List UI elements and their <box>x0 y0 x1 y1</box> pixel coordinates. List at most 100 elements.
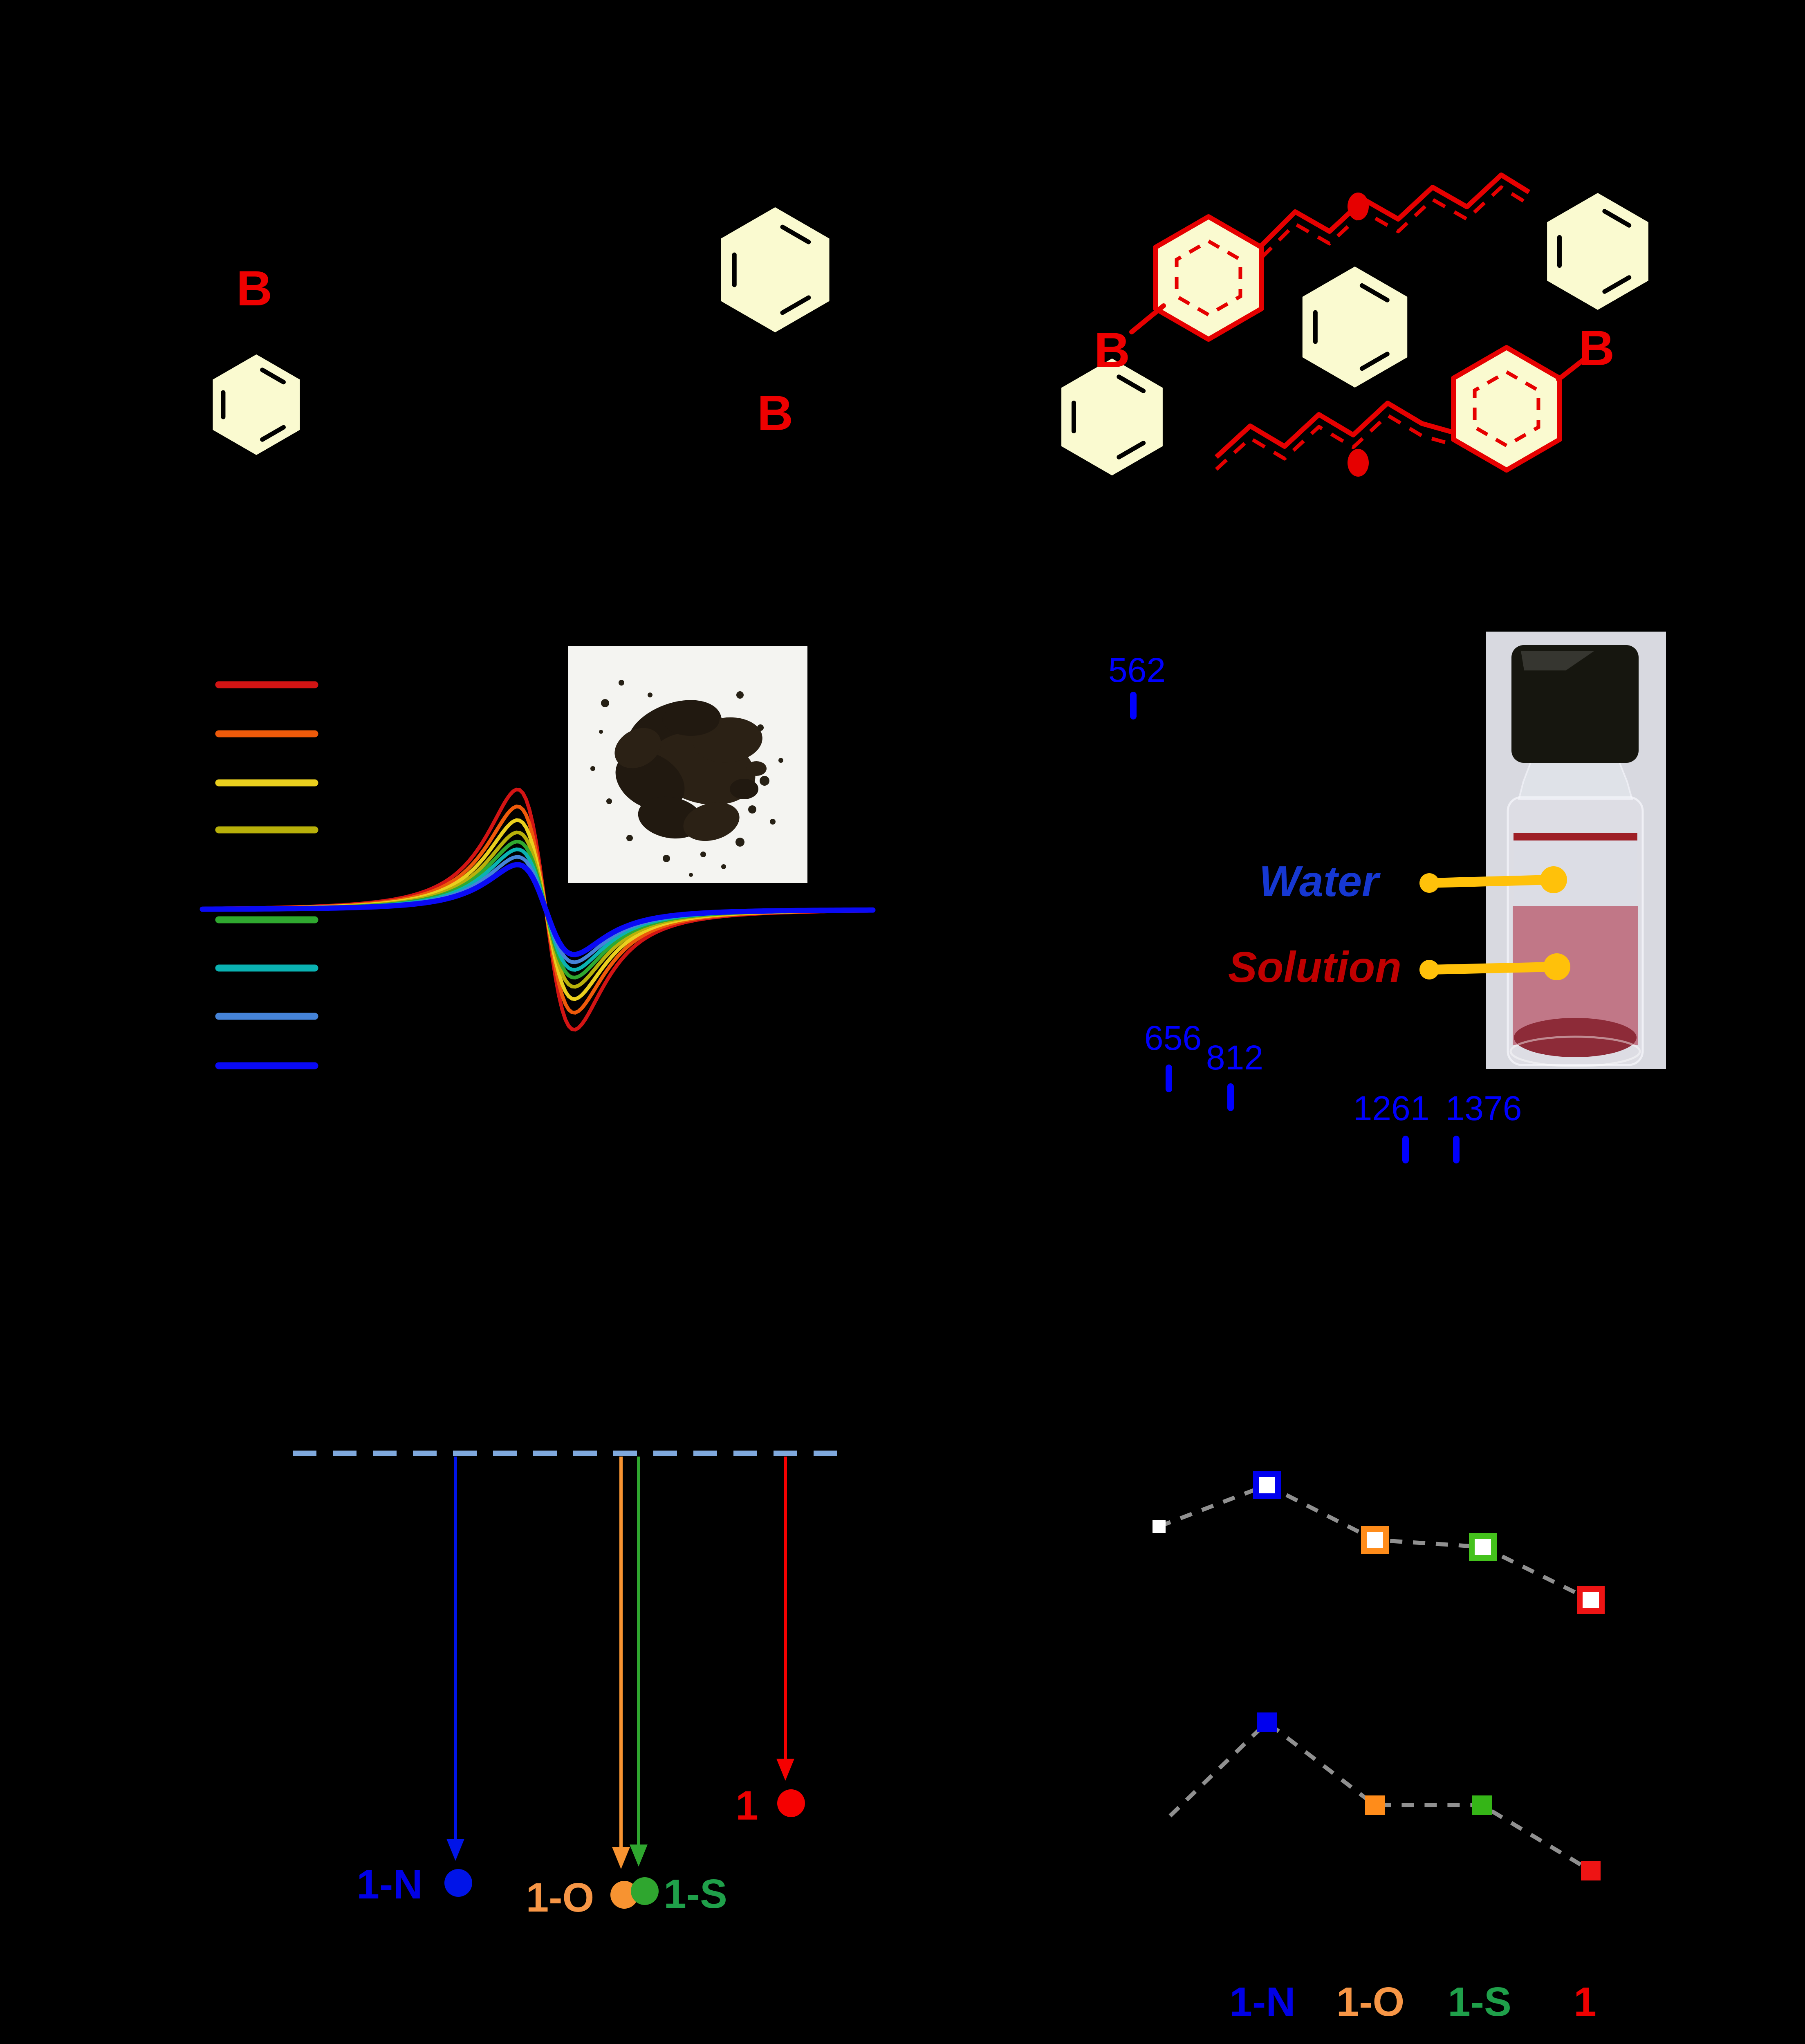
solution-pointer <box>1419 953 1570 980</box>
solution-bottom-shade <box>1514 1018 1637 1057</box>
trend-connector-filled <box>1168 1720 1592 1873</box>
energy-diagram-panel: 1-N 1-O 1-S 1 <box>293 1450 843 1921</box>
powder-speck <box>748 805 756 814</box>
radical-electron-dot <box>1348 193 1369 220</box>
epr-curve <box>200 862 876 957</box>
energy-level-dot <box>631 1877 659 1905</box>
scatter-legend-label: 1 <box>1574 1979 1596 2025</box>
energy-drop-arrowhead <box>446 1839 464 1861</box>
trend-series-layer <box>1153 1471 1605 1880</box>
water-pointer-line <box>1424 875 1555 888</box>
powder-sample <box>590 680 783 877</box>
radical-chain-dashed <box>1215 413 1455 471</box>
powder-flake <box>614 728 661 769</box>
benzene-rings-layer <box>208 188 1653 481</box>
double-bond <box>780 224 811 244</box>
energy-item-label: 1-O <box>526 1875 594 1921</box>
raman-peak-label: 1376 <box>1446 1089 1522 1127</box>
aromatic-dashed-ring <box>1175 239 1242 317</box>
raman-peak-label: 656 <box>1144 1019 1202 1057</box>
powder-speck <box>626 835 633 841</box>
epr-curves <box>200 787 876 1032</box>
boron-label: B <box>1094 322 1130 378</box>
scatter-legend-label: 1-O <box>1336 1979 1405 2025</box>
radical-electron-dot <box>1348 449 1369 477</box>
benzene-ring <box>1153 214 1264 342</box>
water-pointer-head-dot <box>1540 866 1567 893</box>
water-pointer <box>1419 866 1567 893</box>
powder-flake <box>662 703 720 736</box>
data-point-filled-square <box>1472 1795 1492 1815</box>
energy-arrows-layer <box>293 1450 843 1909</box>
data-point-filled-square <box>1257 1712 1277 1732</box>
data-point-open-square <box>1469 1533 1497 1561</box>
powder-speck <box>721 864 726 869</box>
energy-drop-arrowhead <box>776 1759 794 1781</box>
energy-level-dot <box>444 1869 472 1897</box>
trend-scatter-panel: 1-N 1-O 1-S 1 <box>1153 1471 1605 2025</box>
powder-speck <box>619 680 624 686</box>
data-point-open-square <box>1361 1526 1389 1554</box>
raman-peak-label: 562 <box>1108 651 1166 689</box>
data-point-filled-square <box>1581 1861 1601 1880</box>
energy-item-label: 1-S <box>664 1871 727 1917</box>
double-bond <box>1602 275 1632 294</box>
data-point-open-square <box>1577 1586 1605 1614</box>
powder-speck <box>760 776 769 786</box>
powder-speck <box>736 691 744 699</box>
vial-bottom-glass <box>1509 1035 1641 1067</box>
powder-speck <box>770 819 776 825</box>
boron-label: B <box>236 260 272 316</box>
energy-item-label: 1 <box>735 1783 758 1829</box>
scatter-legend-label: 1-N <box>1229 1979 1295 2025</box>
data-point-small-white-square <box>1153 1520 1166 1533</box>
aromatic-dashed-ring <box>1473 370 1540 448</box>
raman-peak-label: 812 <box>1206 1038 1263 1077</box>
water-pointer-tail-dot <box>1419 873 1439 893</box>
boron-label: B <box>757 385 793 441</box>
vial-glass-neck <box>1518 760 1633 800</box>
radical-chain-dashed <box>1260 185 1530 259</box>
powder-speck <box>663 855 670 862</box>
radical-chain-solid <box>1260 173 1531 247</box>
powder-flake <box>683 802 740 841</box>
radical-chains-layer <box>1129 173 1587 477</box>
double-bond <box>1117 374 1146 393</box>
benzene-ring <box>1451 345 1562 473</box>
double-bond <box>1359 352 1390 371</box>
powder-speck <box>700 852 706 857</box>
double-bond <box>260 425 286 442</box>
raman-peak-ticks <box>1130 692 1460 1163</box>
powder-speck <box>735 838 744 847</box>
data-point-open-square <box>1253 1471 1281 1499</box>
energy-level-dot <box>777 1789 805 1817</box>
powder-flake <box>746 761 767 776</box>
powder-speck <box>601 699 609 707</box>
scatter-legend-label: 1-S <box>1448 1979 1511 2025</box>
structures-panel: B B B B <box>208 173 1653 481</box>
powder-photo-inset <box>568 646 807 883</box>
vial-photo <box>1486 632 1666 1069</box>
powder-flake <box>730 779 758 799</box>
water-label: Water <box>1259 857 1381 905</box>
powder-speck <box>590 766 595 771</box>
solution-pointer-tail-dot <box>1419 960 1439 979</box>
c-b-bond <box>1556 356 1587 382</box>
raman-panel: 562 656 812 1261 1376 Water Solution <box>1108 632 1666 1163</box>
raman-peak-label: 1261 <box>1353 1089 1430 1127</box>
vial-cap-highlight <box>1521 651 1594 670</box>
solution-pointer-head-dot <box>1543 953 1570 980</box>
double-bond <box>1602 209 1632 228</box>
powder-speck <box>599 730 603 734</box>
boron-label: B <box>1579 320 1614 376</box>
water-layer <box>1514 840 1637 906</box>
double-bond <box>260 368 286 385</box>
energy-item-label: 1-N <box>357 1862 422 1907</box>
energy-drop-arrowhead <box>630 1845 648 1867</box>
epr-legend-swatches <box>215 681 318 1069</box>
powder-speck <box>689 873 693 877</box>
powder-speck <box>757 724 764 731</box>
powder-speck <box>778 758 783 763</box>
powder-speck <box>648 693 652 697</box>
